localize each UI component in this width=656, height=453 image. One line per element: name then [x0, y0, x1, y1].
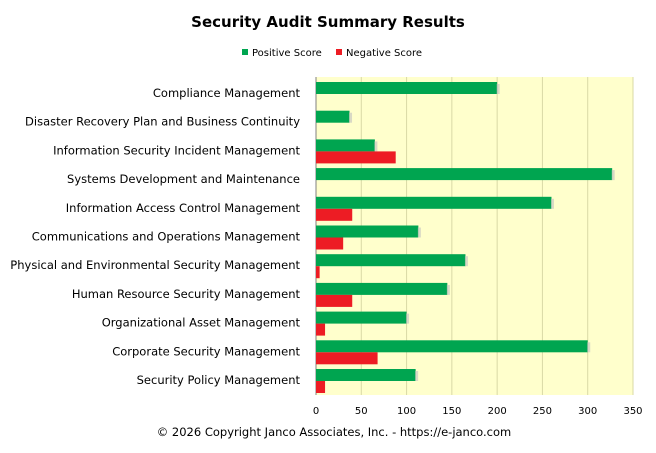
bar-positive-shadow — [374, 141, 378, 152]
x-tick-label: 150 — [442, 406, 461, 417]
category-label: Systems Development and Maintenance — [67, 172, 300, 186]
bar-negative — [316, 323, 326, 336]
x-tick-label: 0 — [313, 406, 319, 417]
bar-positive — [316, 282, 448, 295]
bar-positive-shadow — [496, 84, 500, 94]
bar-positive — [316, 168, 613, 181]
bar-positive-shadow — [550, 198, 554, 209]
category-label: Compliance Management — [153, 86, 301, 100]
legend-label-negative: Negative Score — [346, 48, 422, 59]
legend-swatch-negative — [336, 49, 342, 55]
x-tick-label: 300 — [578, 406, 597, 417]
bar-positive — [316, 254, 466, 267]
bars — [316, 82, 615, 393]
bar-positive — [316, 139, 375, 152]
bar-positive-shadow — [415, 371, 419, 381]
category-label: Information Access Control Management — [66, 201, 301, 215]
bar-positive — [316, 82, 498, 94]
bar-negative — [316, 381, 326, 393]
bar-positive-shadow — [464, 256, 468, 267]
bar-positive — [316, 110, 350, 123]
bar-positive — [316, 225, 419, 238]
bar-negative — [316, 352, 378, 365]
bar-positive — [316, 311, 407, 324]
x-axis-ticks: 0 50 100 150 200 250 300 350 — [313, 406, 643, 417]
bar-negative — [316, 266, 320, 279]
bar-negative — [316, 237, 344, 250]
x-tick-label: 350 — [623, 406, 642, 417]
category-label: Corporate Security Management — [112, 344, 300, 358]
legend: Positive Score Negative Score — [242, 48, 422, 59]
category-label: Information Security Incident Management — [53, 143, 300, 157]
bar-positive — [316, 369, 416, 381]
legend-label-positive: Positive Score — [252, 48, 322, 59]
bar-negative — [316, 151, 396, 164]
bar-positive-shadow — [349, 112, 353, 123]
x-tick-label: 200 — [488, 406, 507, 417]
bar-positive-shadow — [406, 313, 410, 324]
category-label: Physical and Environmental Security Mana… — [10, 258, 300, 272]
x-tick-label: 50 — [355, 406, 368, 417]
copyright-footer: © 2026 Copyright Janco Associates, Inc. … — [157, 425, 511, 439]
bar-negative — [316, 208, 353, 221]
category-label: Communications and Operations Management — [32, 230, 301, 244]
category-label: Organizational Asset Management — [102, 316, 301, 330]
chart-title: Security Audit Summary Results — [191, 13, 465, 31]
bar-positive — [316, 340, 588, 353]
bar-positive-shadow — [417, 227, 421, 238]
bar-positive-shadow — [587, 342, 591, 353]
bar-positive-shadow — [446, 284, 450, 295]
category-labels: Compliance Management Disaster Recovery P… — [10, 86, 300, 387]
bar-negative — [316, 294, 353, 307]
x-tick-label: 100 — [397, 406, 416, 417]
legend-swatch-positive — [242, 49, 248, 55]
category-label: Security Policy Management — [137, 373, 301, 387]
bar-positive-shadow — [611, 170, 615, 181]
bar-positive — [316, 196, 552, 209]
category-label: Human Resource Security Management — [72, 287, 301, 301]
x-tick-label: 250 — [533, 406, 552, 417]
category-label: Disaster Recovery Plan and Business Cont… — [25, 115, 300, 129]
